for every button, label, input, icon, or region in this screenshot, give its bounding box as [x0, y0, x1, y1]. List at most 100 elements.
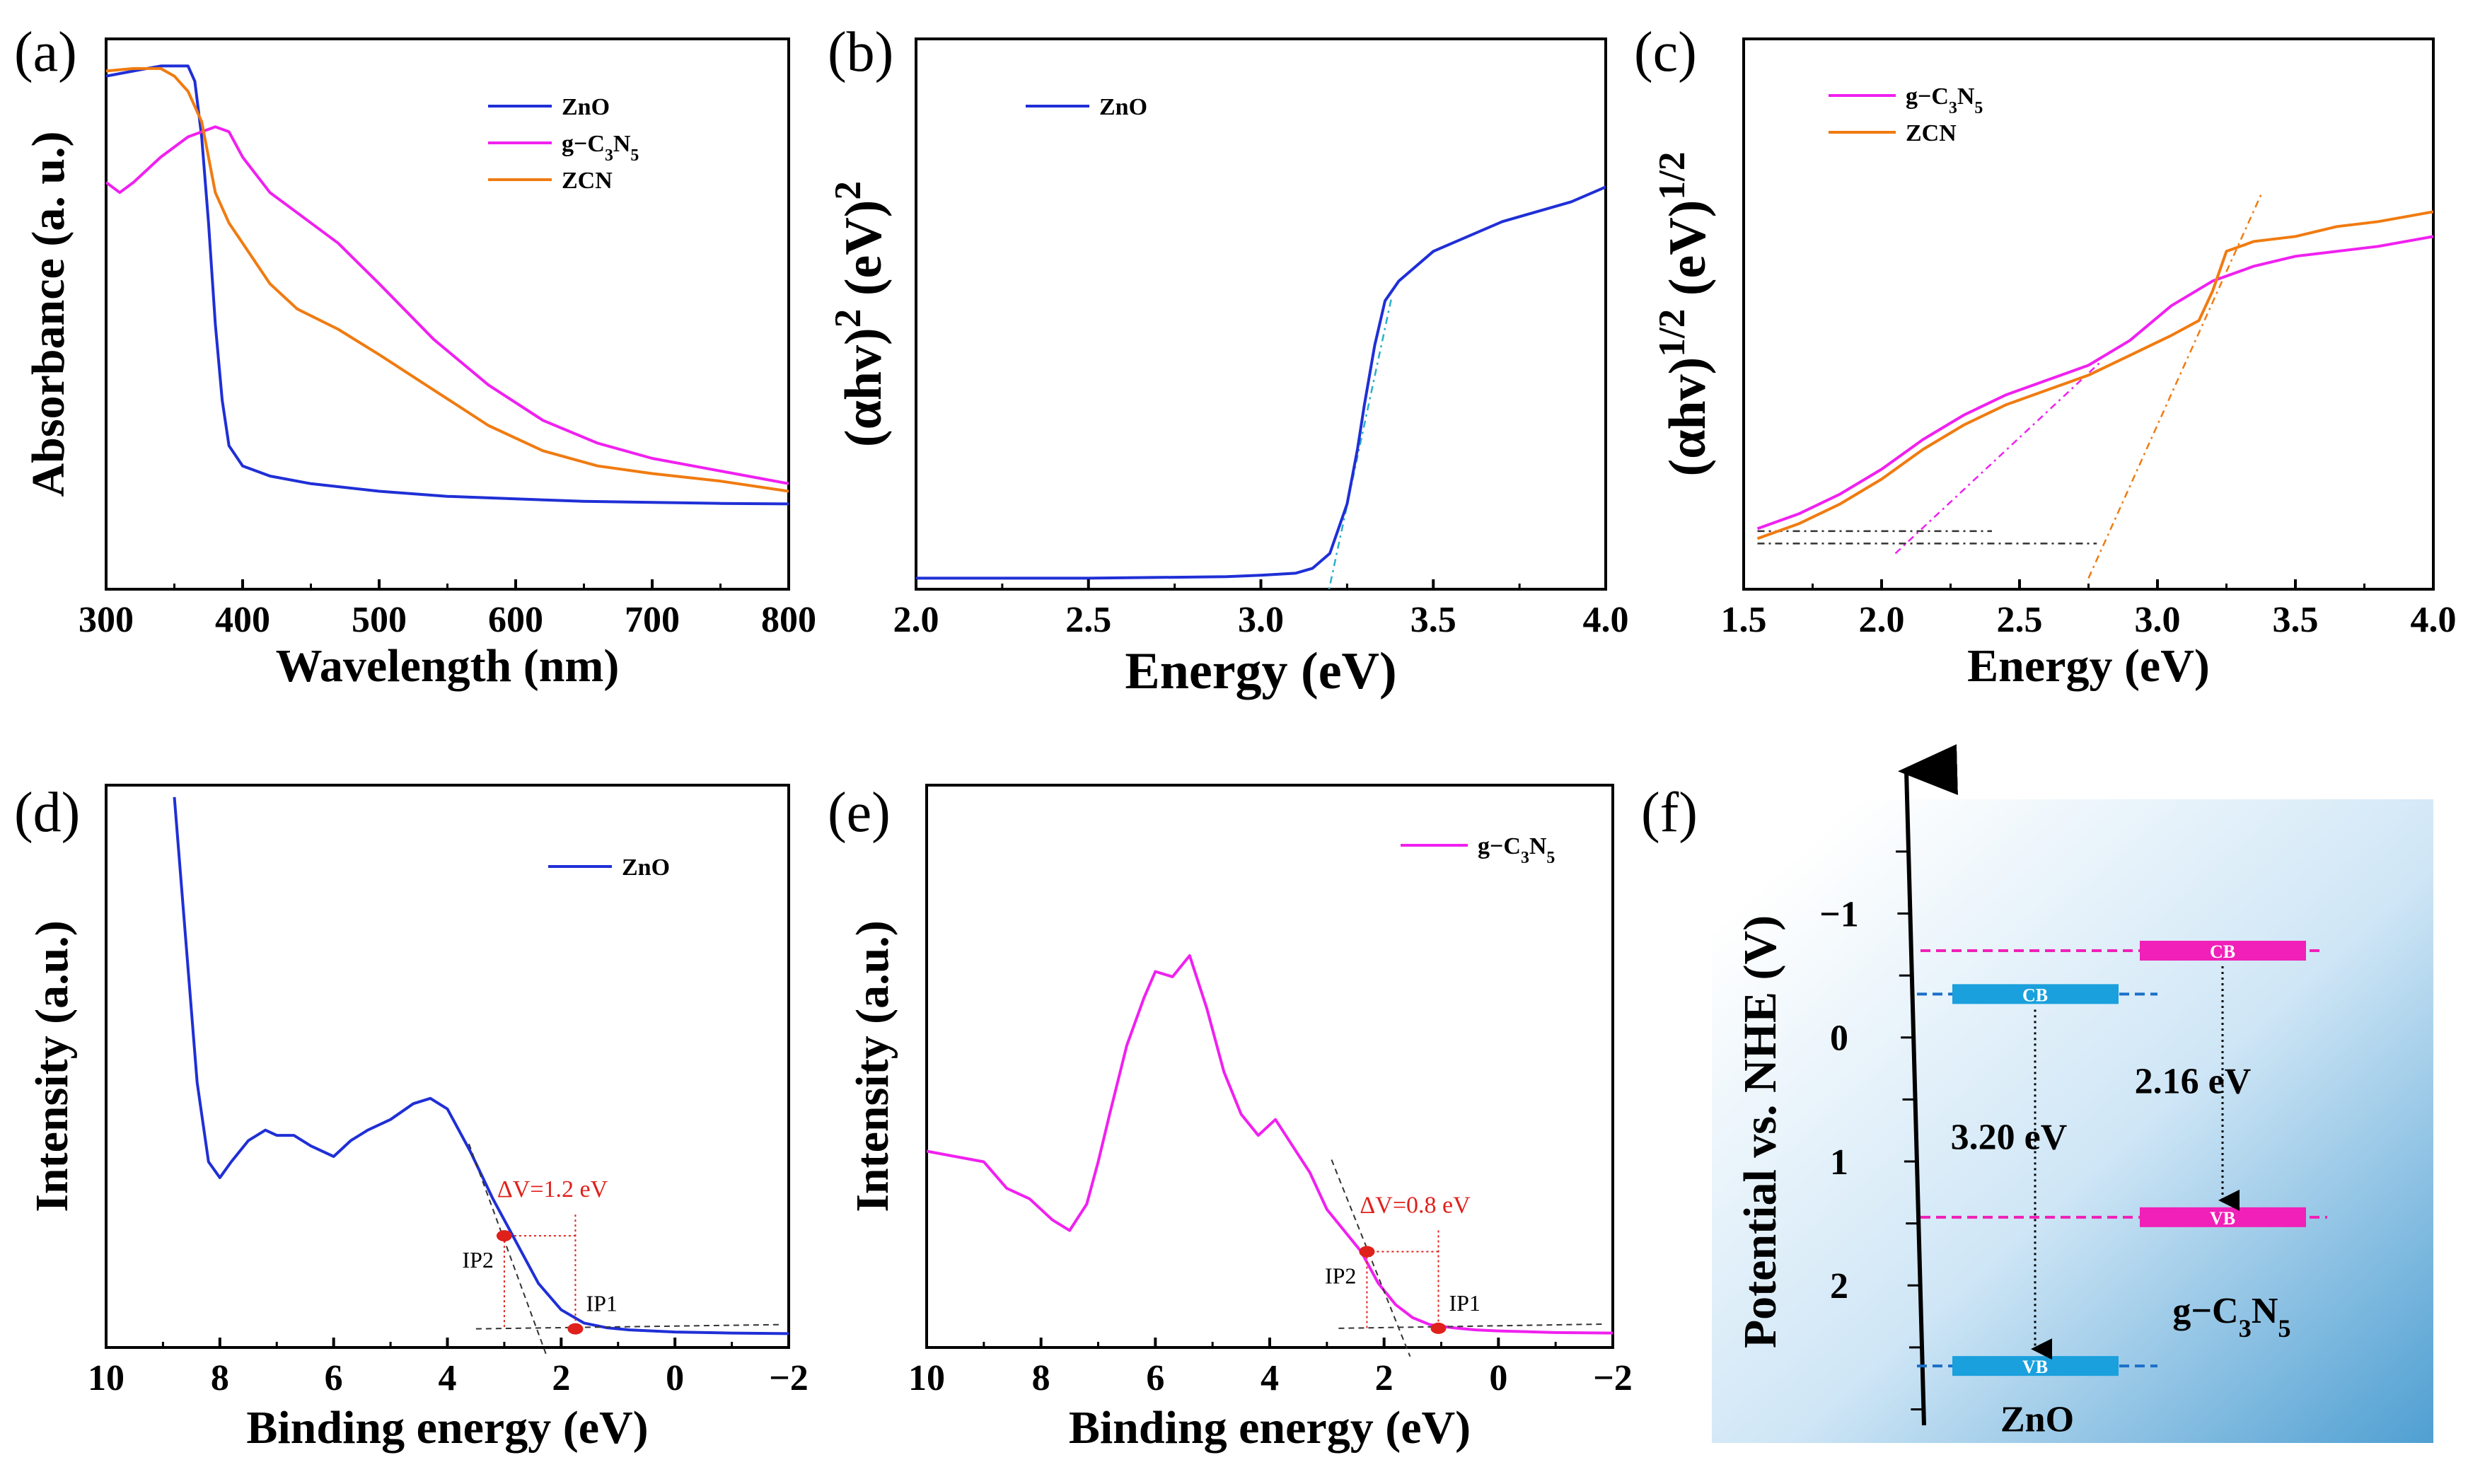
series-line [1756, 210, 2433, 540]
panel-letter-f: (f) [1641, 782, 1698, 844]
gcn-cb-bar [2140, 941, 2306, 961]
x-tick-label: 3.5 [2273, 600, 2319, 640]
diagram-background [1712, 799, 2433, 1443]
x-axis-title: Energy (eV) [1967, 640, 2210, 692]
x-tick-label: 2.0 [893, 600, 939, 640]
ip1-marker [1430, 1322, 1447, 1334]
panel-a: 300 400 500 600 700 800 Wavelength (nm) Absorba… [23, 37, 816, 692]
panel-letter-a: (a) [14, 21, 77, 83]
y-axis-title: (αhv)2 (eV)2 [827, 181, 893, 447]
panel-c: 1.5 2.0 2.5 3.0 3.5 4.0 Energy (eV) (αhv)1/2 (e… [1651, 37, 2457, 692]
ip2-label: IP2 [1325, 1263, 1356, 1289]
ip1-label: IP1 [586, 1291, 617, 1316]
y-tick-label: −1 [1819, 894, 1859, 934]
x-tick-label: 3.0 [2135, 600, 2181, 640]
gcn-gap-label: 2.16 eV [2135, 1062, 2252, 1102]
legend-label: g−C3N5 [1906, 83, 1983, 117]
x-tick-label: 2.5 [1065, 600, 1111, 640]
x-tick-label: 4 [439, 1358, 457, 1398]
potential-axis [1898, 744, 1958, 1426]
plot-area [927, 954, 1613, 1335]
gcn-cb-label: CB [2210, 941, 2235, 962]
zno-vb-label: VB [2022, 1357, 2048, 1377]
plot-area [173, 796, 789, 1335]
gcn-vb-label: VB [2210, 1208, 2235, 1229]
x-tick-label: 0 [1489, 1358, 1507, 1398]
plot-area [916, 185, 1606, 589]
legend-label: g−C3N5 [1478, 833, 1555, 867]
panel-letter-c: (c) [1634, 21, 1697, 83]
panel-b: 2.0 2.5 3.0 3.5 4.0 Energy (eV) (αhv)2 (eV)2 Zn… [827, 37, 1629, 700]
plot-frame [925, 784, 1614, 1349]
zno-cb-bar [1952, 984, 2119, 1004]
panel-e: 10 8 6 4 2 0 −2 Binding energy (eV) Intensity (a… [847, 784, 1633, 1454]
legend-label: ZCN [1906, 120, 1957, 146]
delta-v-label: ΔV=1.2 eV [497, 1176, 608, 1202]
x-tick-label: 6 [1146, 1358, 1164, 1398]
x-tick-label: 1.5 [1721, 600, 1767, 640]
plot-frame [105, 784, 790, 1349]
fit-line [1894, 359, 2103, 555]
ip1-marker [567, 1323, 584, 1335]
x-tick-label: −2 [769, 1358, 809, 1398]
series-line [106, 66, 789, 493]
x-tick-label: 500 [352, 600, 407, 640]
fit-line [2087, 191, 2264, 579]
zno-gap-label: 3.20 eV [1951, 1117, 2068, 1157]
tangent-line [1331, 1159, 1411, 1357]
plot-frame [105, 37, 790, 591]
legend-label: ZnO [622, 854, 670, 881]
plot-frame [1742, 37, 2435, 591]
y-axis-title: Absorbance (a. u.) [23, 131, 74, 497]
y-tick-label: 2 [1830, 1266, 1848, 1306]
x-axis-title: Energy (eV) [1125, 642, 1396, 700]
x-tick-label: 2.0 [1859, 600, 1905, 640]
y-axis-title: Intensity (a.u.) [26, 920, 78, 1212]
panel-letter-d: (d) [14, 782, 80, 844]
series-line [1756, 235, 2433, 531]
ip2-marker [496, 1230, 512, 1242]
x-axis-title: Wavelength (nm) [276, 640, 620, 692]
y-axis-title: Potential vs. NHE (V) [1734, 915, 1786, 1348]
x-tick-label: 6 [325, 1358, 343, 1398]
x-tick-label: 2 [1375, 1358, 1394, 1398]
series-line [916, 185, 1606, 580]
legend-label: ZnO [562, 94, 610, 120]
zno-cb-label: CB [2022, 985, 2048, 1005]
x-tick-label: 3.5 [1410, 600, 1456, 640]
baseline-line [1338, 1323, 1606, 1329]
gcn-name-label: g−C3N5 [2172, 1291, 2290, 1343]
x-tick-label: 10 [908, 1358, 945, 1398]
x-tick-label: 600 [488, 600, 543, 640]
x-tick-label: 8 [1032, 1358, 1050, 1398]
x-tick-label: 300 [79, 600, 134, 640]
series-line [927, 954, 1613, 1335]
x-tick-label: 2.5 [1997, 600, 2043, 640]
x-tick-label: 400 [215, 600, 270, 640]
x-tick-label: 4.0 [1583, 600, 1629, 640]
x-tick-label: 2 [552, 1358, 570, 1398]
y-tick-label: 1 [1830, 1142, 1848, 1183]
y-axis-title: Intensity (a.u.) [847, 920, 898, 1212]
x-tick-label: 0 [666, 1358, 684, 1398]
x-tick-label: 10 [88, 1358, 124, 1398]
legend-label: ZnO [1099, 94, 1147, 120]
panel-letter-e: (e) [828, 782, 891, 844]
ip2-label: IP2 [462, 1247, 493, 1273]
series-line [173, 796, 789, 1335]
plot-frame [915, 37, 1607, 591]
series-line [106, 64, 789, 506]
series-line [106, 125, 789, 485]
y-tick-label: 0 [1830, 1019, 1848, 1059]
x-axis-title: Binding energy (eV) [246, 1402, 648, 1454]
delta-v-label: ΔV=0.8 eV [1360, 1193, 1471, 1219]
baseline-line [475, 1323, 782, 1330]
legend-label: ZCN [562, 168, 613, 194]
x-tick-label: 700 [625, 600, 680, 640]
legend-label: g−C3N5 [562, 131, 639, 165]
x-tick-label: 4 [1261, 1358, 1279, 1398]
zno-name-label: ZnO [2000, 1400, 2074, 1440]
x-tick-label: 8 [211, 1358, 229, 1398]
tangent-line [468, 1143, 548, 1357]
